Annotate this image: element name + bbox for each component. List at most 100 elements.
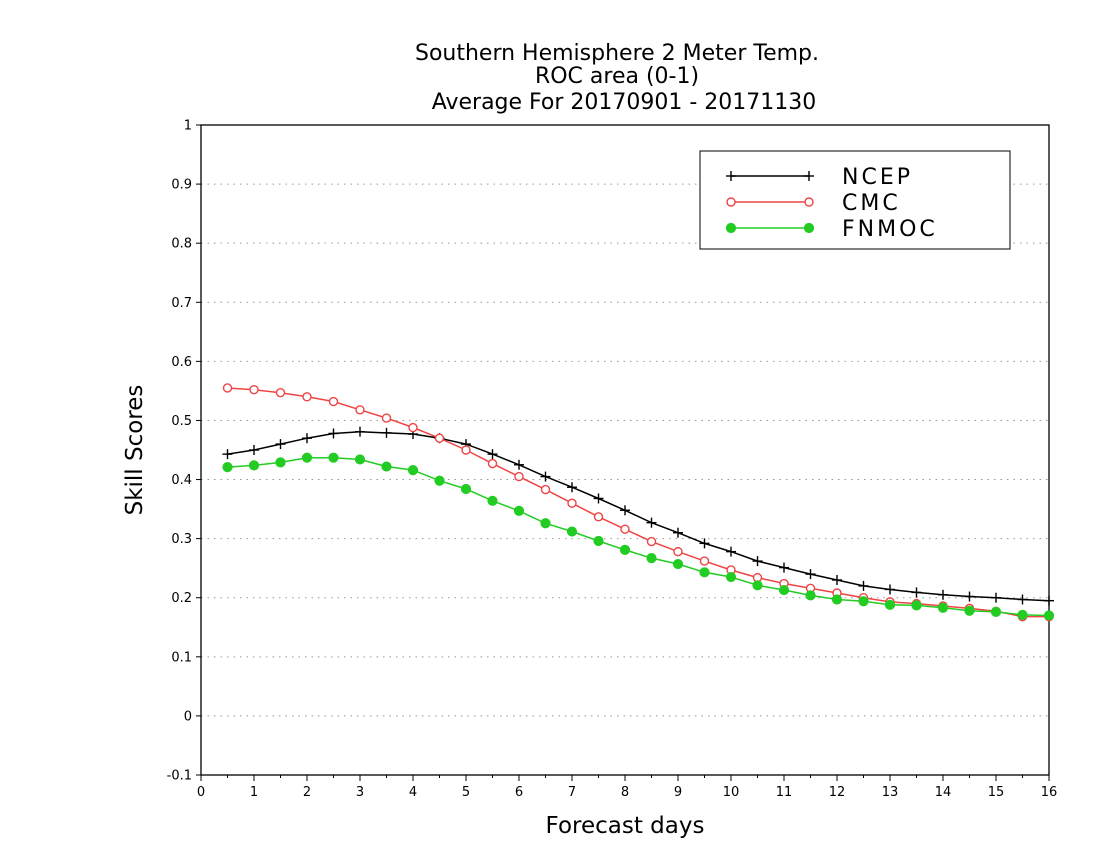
x-tick-label: 7 — [568, 785, 576, 800]
data-point-fnmoc — [513, 505, 525, 516]
y-tick-label: 0 — [184, 709, 192, 724]
legend-item-fnmoc: FNMOC — [725, 217, 938, 242]
y-tick-label: 0.8 — [171, 237, 192, 252]
title-line-1: Southern Hemisphere 2 Meter Temp. — [415, 41, 819, 66]
x-tick-label: 0 — [197, 785, 205, 800]
data-point-fnmoc — [858, 596, 869, 607]
y-tick-label: 0.5 — [171, 414, 192, 429]
data-point-fnmoc — [964, 605, 975, 616]
data-point-fnmoc — [752, 580, 763, 591]
x-tick-label: 11 — [776, 785, 793, 800]
data-point-fnmoc — [354, 454, 366, 465]
y-tick-label: 1 — [184, 119, 192, 134]
y-tick-label: 0.4 — [171, 473, 192, 488]
data-point-ncep — [805, 569, 816, 580]
data-point-fnmoc — [222, 462, 233, 473]
data-point-ncep — [1017, 594, 1028, 605]
y-axis-label: Skill Scores — [122, 385, 148, 516]
data-point-fnmoc — [884, 599, 896, 610]
data-point-cmc — [461, 445, 471, 455]
data-point-ncep — [938, 589, 948, 600]
data-point-ncep — [302, 433, 312, 444]
data-point-fnmoc — [301, 452, 313, 463]
data-point-ncep — [699, 538, 710, 549]
data-point-ncep — [991, 592, 1001, 603]
legend-item-ncep: NCEP — [726, 165, 913, 190]
data-point-cmc — [381, 413, 392, 423]
data-point-ncep — [381, 427, 392, 438]
x-tick-label: 5 — [462, 785, 470, 800]
data-point-cmc — [408, 422, 418, 433]
data-point-ncep — [328, 428, 339, 439]
data-point-fnmoc — [381, 461, 392, 472]
data-point-ncep — [752, 556, 763, 567]
data-point-fnmoc — [699, 567, 710, 578]
data-point-fnmoc — [566, 526, 578, 537]
y-tick-label: 0.7 — [171, 296, 192, 311]
x-tick-label: 9 — [674, 785, 682, 800]
y-tick-label: 0.2 — [171, 591, 192, 606]
data-point-cmc — [275, 387, 286, 398]
data-point-cmc — [673, 546, 683, 557]
data-point-fnmoc — [248, 460, 260, 471]
x-tick-label: 15 — [988, 785, 1005, 800]
legend-marker — [803, 222, 815, 234]
data-point-ncep — [1044, 595, 1054, 606]
series-line-fnmoc — [227, 456, 1050, 617]
x-tick-label: 13 — [882, 785, 899, 800]
x-tick-label: 2 — [303, 785, 311, 800]
data-point-cmc — [514, 471, 524, 482]
series-line-ncep — [227, 430, 1050, 602]
legend-marker — [725, 222, 737, 234]
x-tick-label: 4 — [409, 785, 417, 800]
x-tick-label: 14 — [935, 785, 952, 800]
legend-label-fnmoc: FNMOC — [842, 217, 938, 242]
data-point-fnmoc — [990, 606, 1002, 618]
x-tick-label: 8 — [621, 785, 629, 800]
data-point-ncep — [487, 449, 498, 460]
data-point-ncep — [275, 439, 286, 450]
legend-marker — [726, 171, 736, 181]
data-point-ncep — [726, 546, 736, 557]
data-point-ncep — [249, 445, 259, 455]
data-point-fnmoc — [805, 590, 816, 601]
data-point-fnmoc — [328, 452, 339, 463]
data-point-cmc — [620, 524, 630, 534]
data-point-cmc — [328, 396, 339, 407]
legend-label-ncep: NCEP — [842, 165, 913, 190]
data-point-fnmoc — [778, 584, 790, 596]
data-point-ncep — [911, 587, 922, 598]
data-point-ncep — [858, 580, 869, 591]
data-point-fnmoc — [540, 518, 551, 529]
data-point-fnmoc — [407, 464, 419, 476]
data-point-fnmoc — [672, 558, 684, 570]
title-line-3: Average For 20170901 - 20171130 — [432, 90, 817, 115]
y-tick-label: 0.9 — [171, 178, 192, 193]
series-ncep — [222, 426, 1054, 606]
axis-ticks: -0.100.10.20.30.40.50.60.70.80.910 1 2 3 4 5 6… — [167, 119, 1058, 801]
legend-item-cmc: CMC — [726, 191, 898, 216]
data-point-fnmoc — [1017, 609, 1028, 620]
data-point-ncep — [540, 471, 551, 482]
data-point-fnmoc — [911, 600, 922, 611]
data-point-cmc — [434, 433, 445, 443]
data-point-fnmoc — [460, 483, 472, 495]
x-tick-label: 1 — [250, 785, 258, 800]
data-point-cmc — [302, 392, 312, 402]
x-tick-label: 16 — [1041, 785, 1058, 800]
data-point-fnmoc — [831, 594, 843, 605]
title-line-2: ROC area (0-1) — [535, 64, 699, 89]
legend-marker — [804, 171, 814, 181]
data-point-fnmoc — [725, 571, 737, 583]
series-line-cmc — [227, 387, 1049, 618]
data-point-fnmoc — [487, 495, 498, 506]
data-point-ncep — [779, 562, 789, 573]
data-point-ncep — [593, 493, 604, 504]
gridlines — [201, 183, 1049, 717]
data-point-ncep — [620, 505, 630, 516]
y-tick-label: -0.1 — [167, 769, 192, 784]
data-point-ncep — [964, 591, 975, 602]
